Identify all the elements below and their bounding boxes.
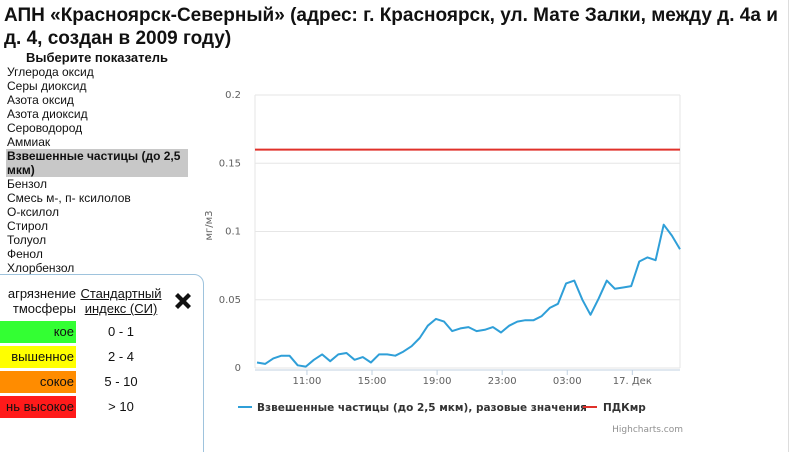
- legend-row: сокое 5 - 10: [0, 371, 205, 393]
- indicator-item[interactable]: Аммиак: [7, 135, 51, 149]
- y-tick-label: 0.15: [219, 158, 241, 169]
- legend-headers: агрязнение тмосферы Стандартный индекс (…: [0, 286, 205, 318]
- legend-col2-header-line2: индекс (СИ): [84, 301, 158, 316]
- x-tick-label: 11:00: [293, 376, 322, 387]
- y-tick-label: 0: [235, 363, 241, 374]
- x-tick-label: 19:00: [423, 376, 452, 387]
- legend-level-range: 0 - 1: [107, 324, 134, 339]
- indicator-item[interactable]: Фенол: [7, 247, 43, 261]
- legend-row: вышенное 2 - 4: [0, 346, 205, 368]
- legend-col1-header-line1: агрязнение: [7, 286, 76, 301]
- indicator-item[interactable]: Толуол: [7, 233, 47, 247]
- legend-row: кое 0 - 1: [0, 321, 205, 343]
- y-tick-label: 0.2: [225, 90, 241, 101]
- legend-level-label: кое: [0, 321, 76, 343]
- legend-level-label: вышенное: [0, 346, 76, 368]
- legend-level-label: сокое: [0, 371, 76, 393]
- indicator-item[interactable]: Хлорбензол: [7, 261, 75, 275]
- x-tick-label: 03:00: [553, 376, 582, 387]
- indicator-item[interactable]: Азота диоксид: [7, 107, 88, 121]
- indicator-list: Углерода оксид Серы диоксид Азота оксид Азо…: [6, 65, 188, 275]
- legend-level-label: нь высокое: [0, 396, 76, 418]
- page-title: АПН «Красноярск-Северный» (адрес: г. Кра…: [4, 5, 778, 49]
- line-chart: 0 0.05 0.1 0.15 0.2 11:00 15:00 19:00 23:00 03:00…: [204, 90, 683, 435]
- legend-row: нь высокое > 10: [0, 396, 205, 418]
- indicator-panel: Выберите показатель Углерода оксид Серы д…: [6, 50, 188, 275]
- indicator-item[interactable]: Серы диоксид: [7, 79, 87, 93]
- indicator-item[interactable]: Сероводород: [7, 121, 83, 135]
- legend-level-range: > 10: [108, 399, 134, 414]
- indicator-item[interactable]: Бензол: [7, 177, 47, 191]
- x-tick-label: 23:00: [488, 376, 517, 387]
- legend-label-pm25: Взвешенные частицы (до 2,5 мкм), разовые…: [257, 402, 587, 414]
- x-tick-label: 17. Дек: [613, 376, 652, 387]
- x-tick-label: 15:00: [358, 376, 387, 387]
- indicator-item[interactable]: Взвешенные частицы (до 2,5 мкм): [6, 149, 188, 177]
- y-tick-label: 0.05: [219, 295, 241, 306]
- legend-label-pdk: ПДКмр: [603, 402, 646, 414]
- indicator-item[interactable]: О-ксилол: [7, 205, 59, 219]
- indicator-item[interactable]: Углерода оксид: [7, 65, 94, 79]
- indicator-header: Выберите показатель: [26, 50, 168, 65]
- indicator-item[interactable]: Стирол: [7, 219, 48, 233]
- legend-level-range: 2 - 4: [107, 349, 134, 364]
- chart-credits: Highcharts.com: [612, 425, 683, 435]
- y-tick-label: 0.1: [225, 227, 241, 238]
- chart-area: 0 0.05 0.1 0.15 0.2 11:00 15:00 19:00 23:00 03:00…: [195, 80, 695, 440]
- indicator-item[interactable]: Смесь м-, п- ксилолов: [7, 191, 131, 205]
- legend-col2-header-line1: Стандартный: [80, 286, 162, 301]
- pollution-legend: агрязнение тмосферы Стандартный индекс (…: [0, 274, 204, 452]
- indicator-item[interactable]: Азота оксид: [7, 93, 74, 107]
- y-axis-title: мг/м3: [204, 210, 215, 240]
- series-line-pm25: [256, 223, 681, 368]
- legend-col1-header-line2: тмосферы: [12, 301, 76, 316]
- legend-level-range: 5 - 10: [104, 374, 138, 389]
- scrollbar-edge: [788, 0, 797, 452]
- close-x-icon[interactable]: [171, 289, 195, 313]
